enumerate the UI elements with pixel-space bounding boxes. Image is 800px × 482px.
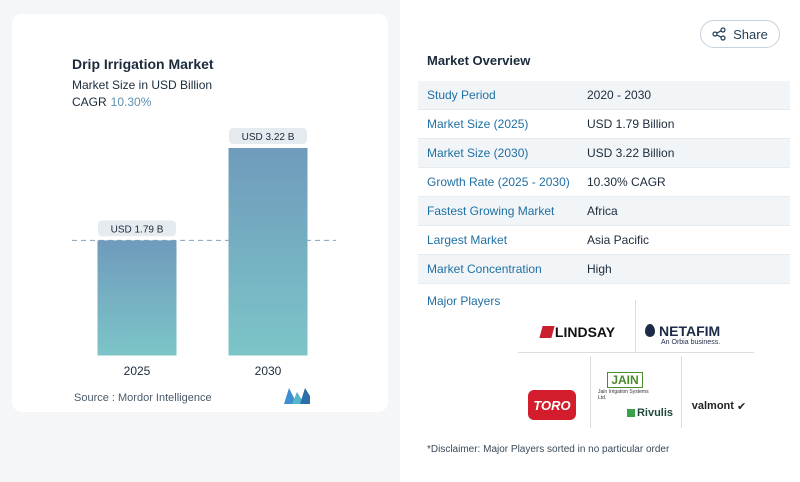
chart-cagr: CAGR 10.30% — [72, 95, 151, 109]
overview-key: Market Concentration — [427, 262, 542, 276]
overview-value: USD 3.22 Billion — [587, 146, 675, 160]
overview-value: Asia Pacific — [587, 233, 650, 247]
players-divider — [681, 356, 682, 428]
overview-key: Largest Market — [427, 233, 508, 247]
chart-subtitle: Market Size in USD Billion — [72, 78, 213, 92]
drop-icon — [645, 324, 655, 337]
overview-value: 10.30% CAGR — [587, 175, 666, 189]
overview-row: Market Size (2025) USD 1.79 Billion — [418, 110, 790, 139]
netafim-tagline: An Orbia business. — [661, 338, 721, 346]
overview-title: Market Overview — [427, 53, 531, 68]
valmont-mark-icon: ✔ — [737, 400, 747, 413]
bar-2030 — [228, 148, 308, 356]
cagr-value: 10.30% — [110, 95, 152, 109]
data-label: USD 1.79 B — [111, 224, 164, 235]
overview-panel — [400, 0, 800, 482]
cagr-label: CAGR — [72, 95, 107, 109]
chart-source: Source : Mordor Intelligence — [74, 392, 212, 404]
overview-key: Market Size (2025) — [427, 117, 529, 131]
bar-chart: USD 1.79 B 2025 USD 3.22 B 2030 — [72, 128, 336, 378]
mordor-logo-icon — [284, 388, 310, 404]
x-tick-label: 2030 — [255, 364, 282, 378]
data-label: USD 3.22 B — [242, 132, 295, 143]
overview-row: Growth Rate (2025 - 2030) 10.30% CAGR — [418, 168, 790, 197]
rivulis-name: Rivulis — [636, 407, 674, 419]
netafim-name: NETAFIM — [659, 322, 721, 339]
overview-table: Study Period 2020 - 2030 Market Size (202… — [418, 81, 790, 284]
overview-row: Largest Market Asia Pacific — [418, 226, 790, 255]
valmont-logo: valmont ✔ — [686, 398, 752, 414]
major-players-title: Major Players — [427, 294, 501, 308]
players-divider — [518, 352, 754, 353]
overview-key: Study Period — [427, 88, 496, 102]
overview-row: Market Size (2030) USD 3.22 Billion — [418, 139, 790, 168]
chart-card — [12, 14, 388, 412]
jain-logo: JAIN Jain Irrigation Systems Ltd. — [598, 370, 652, 402]
netafim-logo: NETAFIM An Orbia business. — [645, 316, 750, 352]
bar-2025 — [97, 240, 177, 356]
toro-logo: TORO — [528, 390, 576, 420]
players-divider — [590, 356, 591, 428]
lindsay-mark-icon — [539, 326, 555, 338]
share-label: Share — [733, 26, 768, 42]
jain-tagline: Jain Irrigation Systems Ltd. — [598, 388, 649, 401]
x-tick-label: 2025 — [124, 364, 151, 378]
toro-name: TORO — [533, 397, 571, 413]
share-button[interactable]: Share — [700, 20, 780, 48]
overview-value: High — [587, 262, 612, 276]
overview-key: Fastest Growing Market — [427, 204, 555, 218]
lindsay-name: LINDSAY — [554, 324, 616, 340]
disclaimer: *Disclaimer: Major Players sorted in no … — [427, 444, 670, 455]
lindsay-logo: LINDSAY — [533, 322, 623, 342]
valmont-name: valmont — [691, 400, 734, 412]
data-label-bg — [98, 220, 176, 237]
rivulis-mark-icon — [626, 409, 635, 417]
data-label-bg — [229, 128, 307, 144]
overview-value: Africa — [587, 204, 618, 218]
rivulis-logo: Rivulis — [624, 405, 676, 421]
share-icon — [712, 27, 726, 41]
players-divider — [635, 300, 636, 352]
overview-key: Growth Rate (2025 - 2030) — [427, 175, 570, 189]
overview-row: Market Concentration High — [418, 255, 790, 284]
overview-key: Market Size (2030) — [427, 146, 529, 160]
overview-row: Fastest Growing Market Africa — [418, 197, 790, 226]
jain-name: JAIN — [607, 371, 643, 388]
overview-value: 2020 - 2030 — [587, 88, 652, 102]
overview-value: USD 1.79 Billion — [587, 117, 675, 131]
chart-title: Drip Irrigation Market — [72, 56, 214, 72]
overview-row: Study Period 2020 - 2030 — [418, 81, 790, 110]
